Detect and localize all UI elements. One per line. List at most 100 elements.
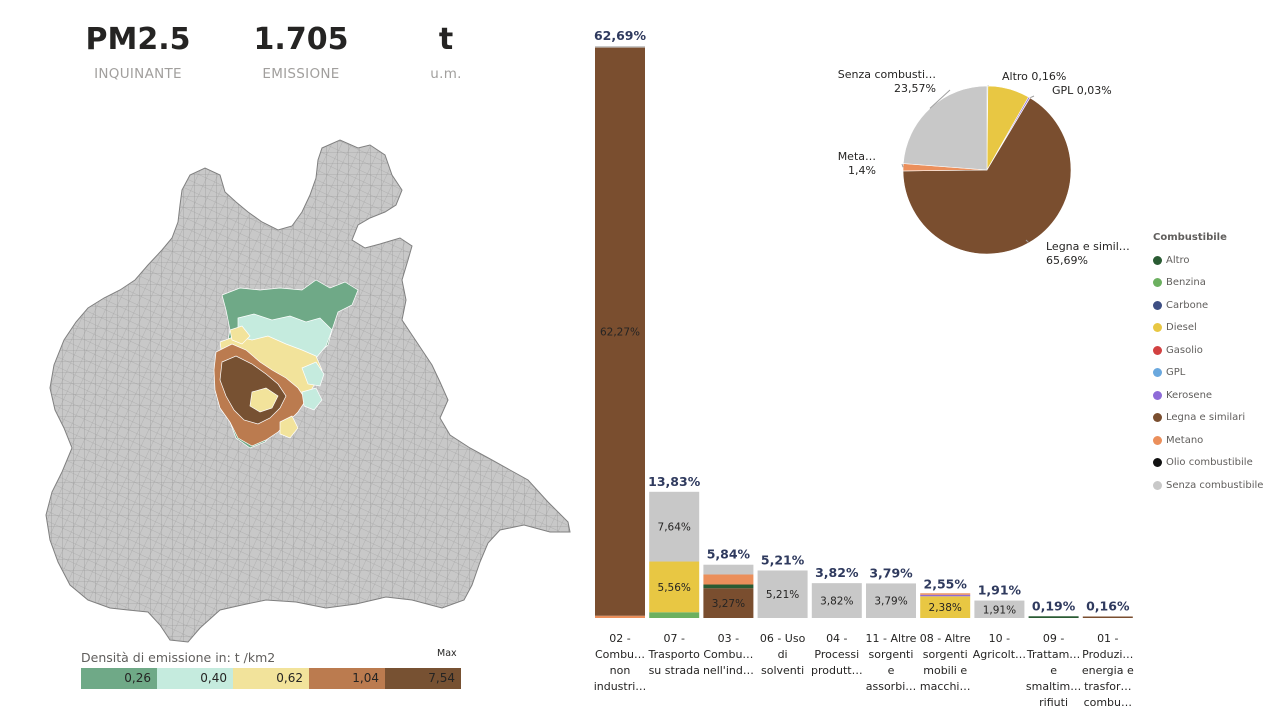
legend-item[interactable]: Legna e similari	[1153, 407, 1263, 430]
kpi-unita-label: u.m.	[430, 66, 462, 82]
legend-dot-icon	[1153, 480, 1162, 490]
legend-dot-icon	[1153, 300, 1162, 310]
legend-item-label: Carbone	[1166, 299, 1209, 311]
bar-total-label: 62,69%	[594, 28, 647, 43]
pie-slice-label: 23,57%	[894, 82, 936, 95]
bar-total-label: 5,84%	[707, 547, 751, 562]
category-tick-label: Combu…	[595, 648, 645, 661]
legend-dot-icon	[1153, 458, 1162, 468]
category-tick-label: energia e	[1082, 664, 1134, 677]
legend-item[interactable]: Gasolio	[1153, 339, 1263, 362]
category-tick-label: macchi…	[920, 680, 971, 693]
bar-segment[interactable]	[703, 588, 754, 618]
kpi-unita-value: t	[438, 22, 454, 57]
lombardia-density-map[interactable]	[40, 130, 580, 645]
pie-slice-label: Senza combusti…	[838, 68, 936, 81]
pie-slice[interactable]	[902, 97, 1072, 255]
category-tick-label: non	[610, 664, 631, 677]
category-tick-label: su strada	[649, 664, 700, 677]
legend-item[interactable]: Benzina	[1153, 272, 1263, 295]
bar-segment[interactable]	[595, 46, 645, 48]
category-tick-label: e	[888, 664, 895, 677]
category-tick-label: e	[1050, 664, 1057, 677]
bar-total-label: 3,82%	[815, 565, 859, 580]
kpi-inquinante-label: INQUINANTE	[94, 66, 182, 82]
category-tick-label: 08 - Altre	[920, 632, 971, 645]
bar-segment[interactable]	[920, 596, 971, 618]
pie-slice-label: Legna e simil…	[1046, 240, 1130, 253]
bar-segment[interactable]	[1028, 616, 1079, 618]
density-legend-segment: 0,40	[157, 668, 233, 689]
legend-dot-icon	[1153, 390, 1162, 400]
category-tick-label: combu…	[1084, 696, 1132, 709]
legend-item[interactable]: Olio combustibile	[1153, 452, 1263, 475]
legend-item[interactable]: Senza combustibile	[1153, 474, 1263, 497]
bar-segment[interactable]	[920, 594, 971, 597]
category-tick-label: 07 -	[663, 632, 684, 645]
bar-segment[interactable]	[1082, 616, 1133, 619]
legend-dot-icon	[1153, 435, 1162, 445]
category-tick-label: Agricolt…	[973, 648, 1026, 661]
legend-item-label: Benzina	[1166, 277, 1206, 289]
legend-item-label: Altro	[1166, 254, 1190, 266]
category-tick-label: 11 - Altre	[866, 632, 917, 645]
bar-segment[interactable]	[595, 615, 645, 618]
legend-dot-icon	[1153, 368, 1162, 378]
legend-item-label: Kerosene	[1166, 389, 1213, 401]
bar-segment[interactable]	[595, 47, 645, 616]
legend-item[interactable]: GPL	[1153, 362, 1263, 385]
density-legend-segment: 0,26	[81, 668, 157, 689]
pie-leader-line	[901, 163, 904, 168]
fuel-legend: Combustibile Altro Benzina Carbone Diesel Ga…	[1153, 232, 1263, 497]
legend-item[interactable]: Altro	[1153, 249, 1263, 272]
category-tick-label: 06 - Uso	[760, 632, 806, 645]
bar-segment[interactable]	[866, 583, 916, 618]
legend-item[interactable]: Metano	[1153, 429, 1263, 452]
kpi-inquinante: PM2.5 INQUINANTE	[68, 20, 208, 82]
pie-slice-label: Meta…	[838, 150, 876, 163]
pie-slice-label: 1,4%	[848, 164, 876, 177]
legend-item[interactable]: Diesel	[1153, 317, 1263, 340]
category-tick-label: sorgenti	[923, 648, 968, 661]
bar-segment-label: 7,64%	[658, 522, 691, 534]
legend-dot-icon	[1153, 413, 1162, 423]
legend-item-label: Metano	[1166, 434, 1204, 446]
fuel-pie-chart[interactable]: Altro 0,16%GPL 0,03% Legna e simil…65,69%…	[820, 60, 1150, 290]
legend-item[interactable]: Carbone	[1153, 294, 1263, 317]
bar-segment[interactable]	[757, 570, 808, 618]
category-tick-label: Combu…	[703, 648, 753, 661]
pie-slice[interactable]	[902, 85, 988, 171]
bar-segment[interactable]	[649, 561, 700, 613]
bar-segment-label: 3,82%	[820, 596, 853, 608]
bar-total-label: 0,19%	[1032, 598, 1076, 613]
density-legend-segment: 1,04	[309, 668, 385, 689]
bar-segment[interactable]	[703, 584, 754, 589]
legend-dot-icon	[1153, 323, 1162, 333]
pie-leader-line	[1025, 239, 1030, 244]
legend-item[interactable]: Kerosene	[1153, 384, 1263, 407]
bar-segment[interactable]	[974, 600, 1025, 618]
category-tick-label: 03 -	[718, 632, 739, 645]
highlighted-province[interactable]	[213, 279, 359, 449]
bar-segment[interactable]	[703, 574, 754, 585]
density-legend-title: Densità di emissione in: t /km2	[81, 650, 276, 665]
category-tick-label: 09 -	[1043, 632, 1064, 645]
kpi-emissione: 1.705 EMISSIONE	[231, 20, 371, 82]
legend-item-label: Legna e similari	[1166, 412, 1246, 424]
bar-segment-label: 3,79%	[874, 596, 907, 608]
category-tick-label: smaltim…	[1026, 680, 1081, 693]
sector-stacked-bar-chart[interactable]: 62,27% 62,69% 02 - Combu… non industri… 5,56% 7…	[0, 0, 1150, 720]
bar-segment[interactable]	[649, 491, 700, 562]
bar-total-label: 1,91%	[978, 583, 1022, 598]
bar-segment[interactable]	[811, 583, 862, 618]
bar-segment[interactable]	[649, 612, 700, 618]
category-tick-label: assorbi…	[866, 680, 917, 693]
legend-item-label: GPL	[1166, 367, 1186, 379]
legend-dot-icon	[1153, 255, 1162, 265]
kpi-emissione-label: EMISSIONE	[262, 66, 340, 82]
bar-segment[interactable]	[920, 593, 971, 595]
bar-segment[interactable]	[703, 564, 754, 575]
density-legend-scale: 0,26 0,40 0,62 1,04 7,54	[81, 668, 461, 689]
category-tick-label: rifiuti	[1039, 696, 1068, 709]
legend-item-label: Gasolio	[1166, 344, 1203, 356]
